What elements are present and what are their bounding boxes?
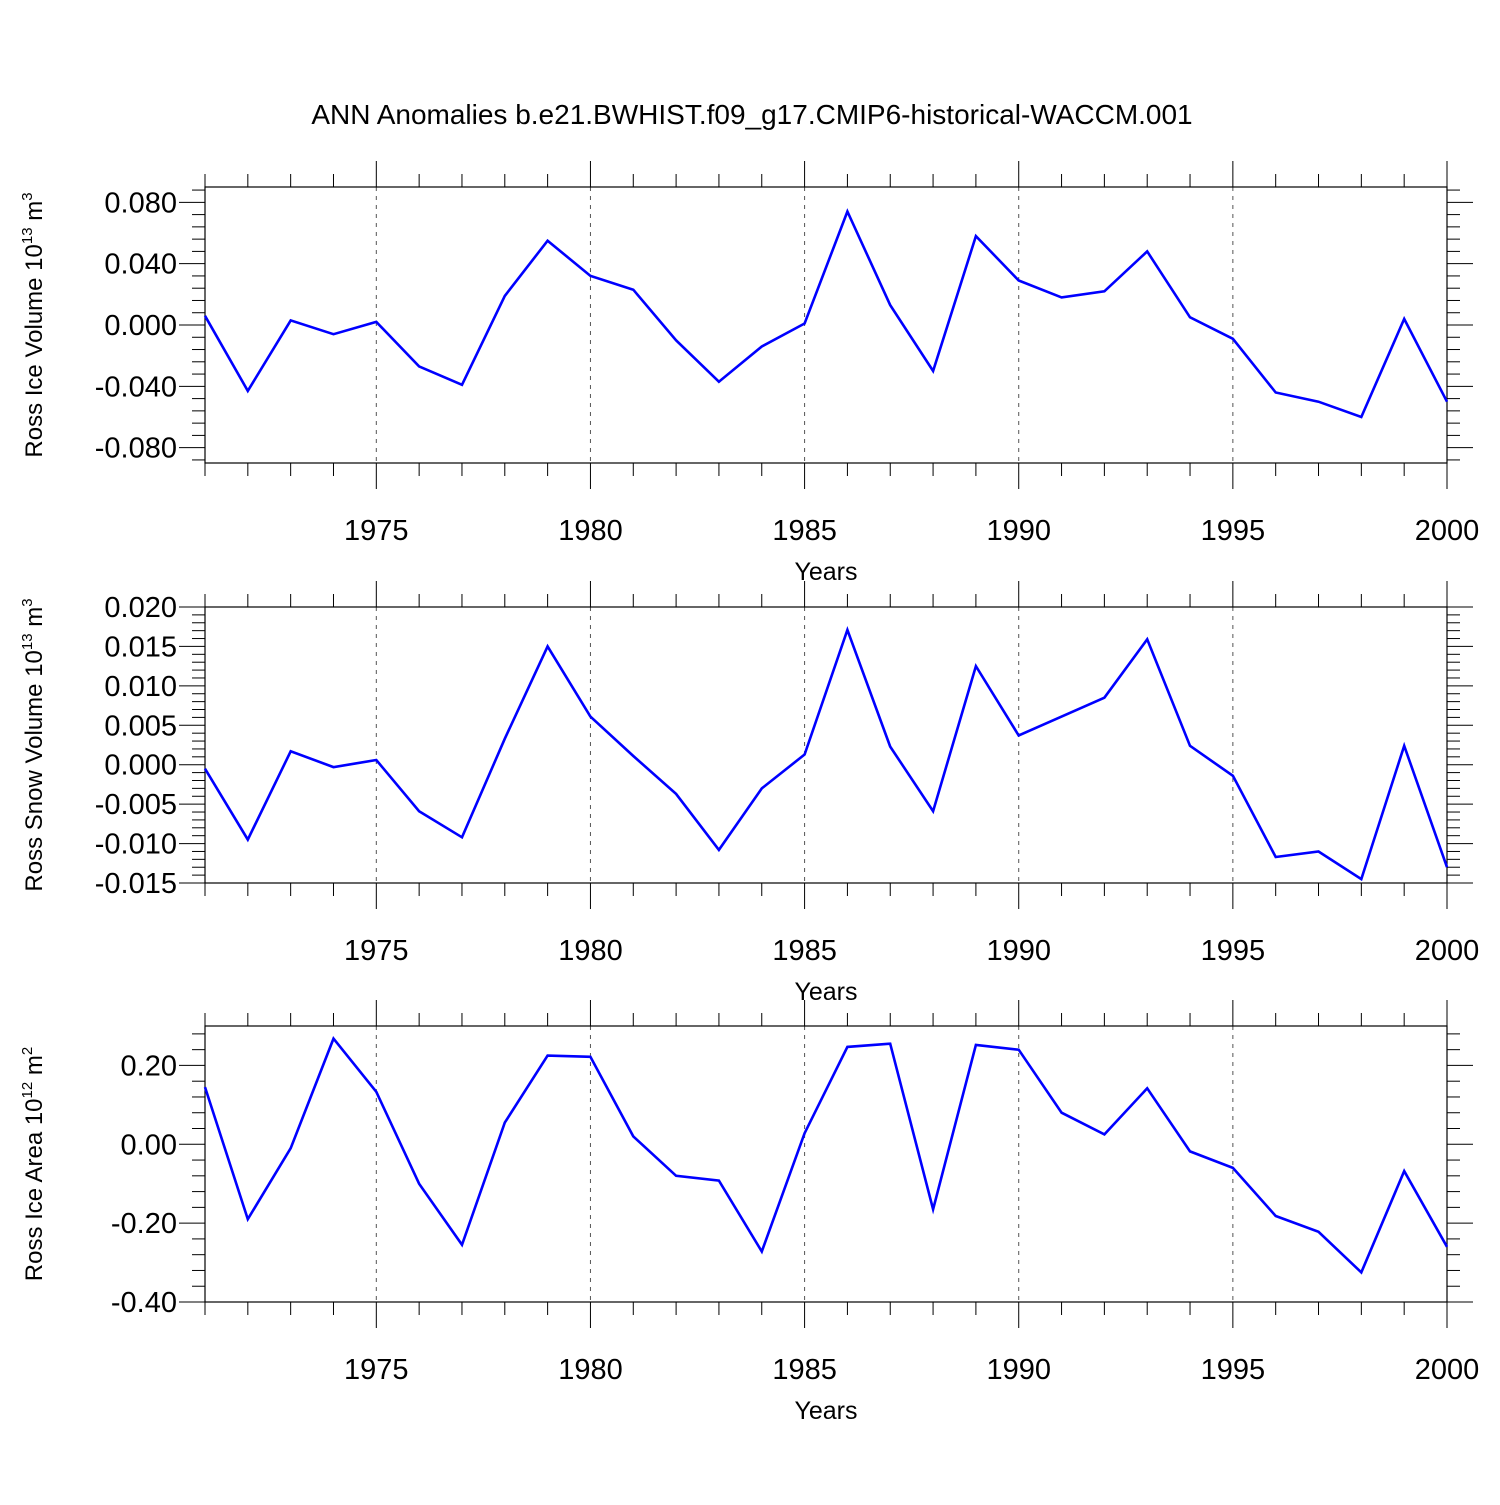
plot-frame [204, 186, 1448, 464]
x-tick-label: 1985 [772, 1354, 837, 1386]
y-label-exponent: 12 [19, 1082, 36, 1099]
x-tick-label: 1980 [558, 515, 623, 547]
y-label-unit: m [21, 1055, 48, 1082]
y-label-name: Ross Snow Volume 10 [21, 650, 48, 891]
y-tick-label: -0.005 [95, 789, 177, 821]
y-tick-label: 0.040 [104, 249, 177, 281]
panel-1: -0.080 -0.040 0.000 0.040 0.080 1975 1980 1985 1… [19, 161, 1479, 586]
series-line [203, 1036, 1449, 1275]
panel-3: -0.40 -0.20 0.00 0.20 1975 1980 1985 1990 1995 20… [19, 1000, 1479, 1425]
x-tick-label: 1990 [986, 515, 1051, 547]
y-tick-label: 0.015 [104, 631, 177, 663]
x-tick-label: 1985 [772, 935, 837, 967]
series-line [203, 626, 1449, 882]
x-tick-label: 1995 [1201, 1354, 1266, 1386]
y-label-name: Ross Ice Volume 10 [21, 244, 48, 457]
x-axis-label: Years [794, 558, 857, 586]
panel-2: -0.015 -0.010 -0.005 0.000 0.005 0.010 0.015 0.… [19, 581, 1479, 1006]
y-label-exponent: 13 [19, 633, 36, 650]
y-label-unit-power: 3 [19, 598, 36, 606]
y-tick-label: 0.20 [121, 1050, 177, 1082]
series-line [203, 208, 1449, 419]
x-tick-label: 2000 [1415, 935, 1480, 967]
y-tick-label: -0.20 [111, 1208, 177, 1240]
x-tick-label: 1975 [344, 935, 409, 967]
x-tick-label: 1980 [558, 935, 623, 967]
y-label-exponent: 13 [19, 227, 36, 244]
x-tick-label: 1975 [344, 1354, 409, 1386]
y-tick-label: 0.010 [104, 671, 177, 703]
y-label-unit-power: 3 [19, 192, 36, 200]
x-tick-label: 1985 [772, 515, 837, 547]
y-tick-label: 0.020 [104, 592, 177, 624]
x-tick-label: 1980 [558, 1354, 623, 1386]
x-tick-label: 2000 [1415, 515, 1480, 547]
y-tick-label: -0.080 [95, 433, 177, 465]
y-axis-label: Ross Ice Area 1012 m2 [19, 1047, 48, 1281]
y-label-unit: m [21, 607, 48, 634]
y-label-unit-power: 2 [19, 1047, 36, 1055]
y-tick-label: 0.005 [104, 710, 177, 742]
x-tick-label: 1990 [986, 935, 1051, 967]
x-tick-label: 1995 [1201, 935, 1266, 967]
plot-frame [204, 1025, 1448, 1303]
y-tick-label: 0.000 [104, 750, 177, 782]
x-axis-label: Years [794, 1397, 857, 1425]
x-tick-label: 1975 [344, 515, 409, 547]
y-tick-label: -0.040 [95, 371, 177, 403]
y-label-name: Ross Ice Area 10 [21, 1098, 48, 1281]
y-tick-label: -0.010 [95, 829, 177, 861]
y-tick-label: 0.080 [104, 187, 177, 219]
y-axis-label: Ross Ice Volume 1013 m3 [19, 192, 48, 457]
x-tick-label: 1995 [1201, 515, 1266, 547]
plot-frame [204, 606, 1448, 884]
y-axis-label: Ross Snow Volume 1013 m3 [19, 598, 48, 891]
y-tick-label: 0.00 [121, 1129, 177, 1161]
y-tick-label: -0.015 [95, 868, 177, 900]
x-tick-label: 1990 [986, 1354, 1051, 1386]
y-tick-label: 0.000 [104, 310, 177, 342]
x-tick-label: 2000 [1415, 1354, 1480, 1386]
y-tick-label: -0.40 [111, 1287, 177, 1319]
x-axis-label: Years [794, 978, 857, 1006]
y-label-unit: m [21, 201, 48, 228]
figure-title: ANN Anomalies b.e21.BWHIST.f09_g17.CMIP6… [311, 99, 1192, 130]
